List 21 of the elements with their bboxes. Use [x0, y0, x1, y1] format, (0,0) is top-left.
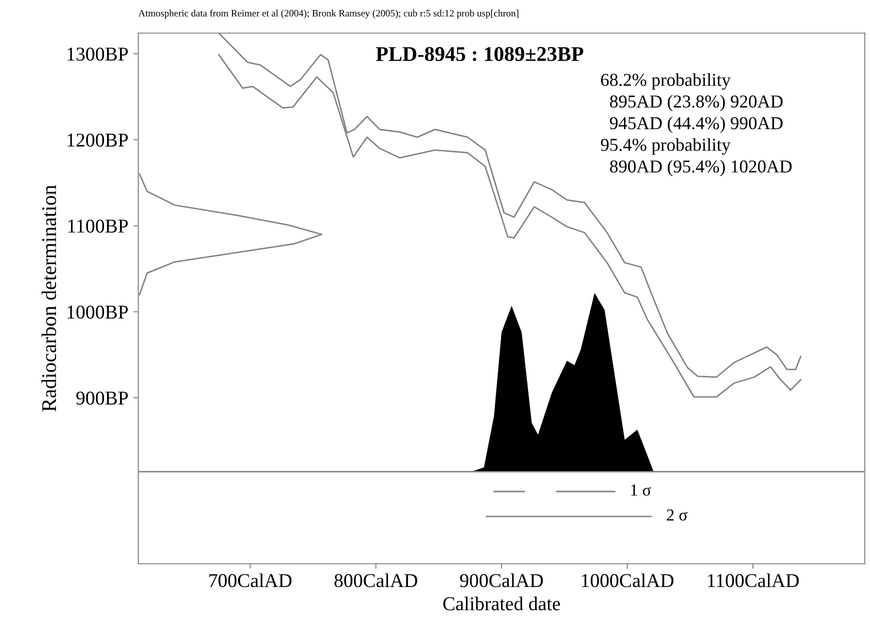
- x-tick-label: 900CalAD: [460, 573, 543, 588]
- y-tick-label: 1300BP: [68, 48, 128, 61]
- x-tick-label: 1100CalAD: [708, 573, 799, 588]
- annotation: 890AD (95.4%) 1020AD: [610, 160, 792, 176]
- x-axis-title: Calibrated date: [443, 596, 560, 610]
- annotation: 68.2% probability: [601, 73, 731, 90]
- annotation: 895AD (23.8%) 920AD: [610, 94, 783, 112]
- y-tick-label: 900BP: [76, 392, 128, 405]
- y-tick-label: 1200BP: [68, 134, 128, 147]
- x-tick-label: 1000CalAD: [582, 573, 674, 588]
- series-label: 2 σ: [666, 509, 688, 521]
- series-label: 1 σ: [631, 484, 651, 496]
- x-tick-label: 700CalAD: [209, 573, 292, 588]
- text: PLD-8945 : 1089±23BP: [376, 46, 584, 62]
- annotation: 945AD (44.4%) 990AD: [610, 116, 783, 133]
- annotation: 95.4% probability: [600, 138, 731, 155]
- y-tick-label: 1000BP: [68, 306, 128, 319]
- y-axis-title: Radiocarbon determination: [41, 185, 56, 412]
- x-tick-label: 800CalAD: [334, 573, 418, 588]
- text: Atmospheric data from Reimer et al (2004); Bronk Ramsey (2005); cub r:5 sd:12 prob usp[chron]: [138, 10, 518, 18]
- y-tick-label: 1100BP: [68, 220, 128, 233]
